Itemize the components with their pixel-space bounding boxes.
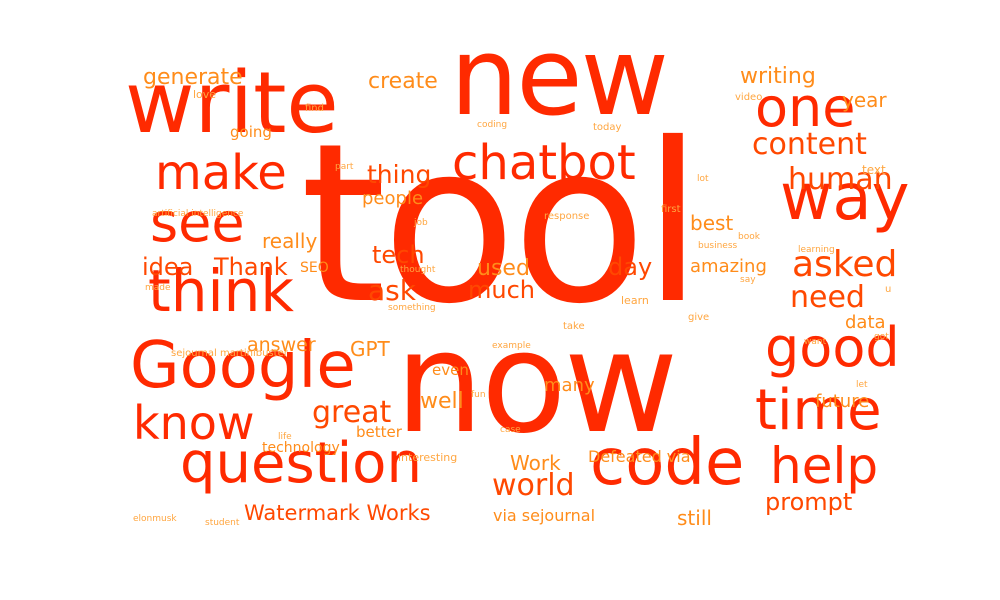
word-seo: SEO	[300, 259, 329, 276]
word-great: great	[312, 395, 392, 431]
word-day: day	[608, 252, 653, 281]
word-part: part	[335, 162, 354, 173]
word-human: human	[788, 162, 893, 198]
word-best: best	[690, 210, 734, 235]
word-love: love	[193, 87, 217, 101]
word-many: many	[544, 375, 595, 397]
word-elonmusk: elonmusk	[133, 514, 177, 525]
word-first: first	[661, 203, 681, 215]
word-now: now	[395, 302, 678, 466]
word-code: code	[590, 425, 745, 500]
word-let: let	[856, 380, 868, 391]
word-people: people	[362, 188, 424, 210]
word-artificial-intelligence: artificial intelligence	[152, 209, 244, 220]
word-find: find	[305, 102, 324, 114]
word-text: text	[862, 163, 886, 178]
word-create: create	[368, 69, 438, 95]
word-u: u	[885, 283, 892, 295]
word-thing: thing	[367, 159, 432, 189]
word-help: help	[770, 437, 879, 495]
word-thank: Thank	[214, 252, 288, 281]
word-good: good	[765, 316, 900, 380]
word-google: Google	[130, 328, 356, 403]
word-well: well	[420, 389, 464, 415]
word-see: see	[150, 191, 245, 255]
word-time: time	[755, 377, 882, 443]
word-book: book	[738, 232, 760, 243]
word-job: job	[414, 218, 428, 229]
word-future: future	[815, 391, 870, 413]
word-really: really	[262, 228, 318, 253]
word-student: student	[205, 518, 240, 529]
word-used: used	[477, 256, 530, 282]
word-question: question	[180, 430, 422, 496]
word-ask: ask	[368, 273, 416, 307]
word-today: today	[593, 121, 622, 133]
word-even: even	[432, 360, 469, 379]
word-gpt: GPT	[350, 336, 390, 361]
word-lot: lot	[697, 174, 709, 185]
word-example: example	[492, 341, 531, 352]
word-life: life	[278, 432, 292, 443]
word-know: know	[133, 395, 255, 450]
word-interesting: interesting	[398, 450, 458, 464]
word-tech: tech	[372, 240, 425, 269]
word-learning: learning	[798, 245, 835, 256]
word-answer: answer	[247, 333, 316, 356]
word-year: year	[842, 87, 887, 112]
word-made: made	[145, 283, 171, 294]
word-got: got	[874, 332, 889, 343]
word-prompt: prompt	[765, 487, 853, 516]
word-response: response	[544, 210, 590, 222]
word-need: need	[790, 280, 865, 316]
word-via-sejournal: via sejournal	[493, 506, 596, 526]
word-fun: fun	[471, 390, 486, 401]
word-one: one	[755, 76, 856, 140]
word-say: say	[740, 275, 756, 286]
word-chatbot: chatbot	[452, 135, 636, 192]
word-generate: generate	[143, 65, 243, 91]
word-tool: tool	[300, 95, 703, 352]
word-data: data	[845, 312, 886, 334]
word-writing: writing	[740, 64, 816, 90]
word-case: case	[500, 425, 521, 436]
word-way: way	[780, 160, 910, 235]
word-idea: idea	[142, 252, 194, 281]
word-think: think	[148, 257, 294, 326]
word-watermark-works: Watermark Works	[244, 501, 431, 526]
word-sejournal-martinibuster: sejournal martinibuster	[171, 347, 288, 359]
word-want: want	[804, 337, 827, 348]
word-still: still	[677, 505, 712, 530]
word-write: write	[125, 54, 339, 154]
word-give: give	[688, 311, 710, 323]
word-work: Work	[510, 450, 561, 475]
word-business: business	[698, 241, 738, 252]
word-learn: learn	[621, 293, 649, 307]
word-amazing: amazing	[690, 256, 767, 278]
word-defeated-via: Defeated via	[588, 447, 691, 467]
word-thought: thought	[400, 265, 436, 276]
word-take: take	[563, 320, 585, 332]
word-better: better	[356, 422, 402, 441]
word-video: video	[735, 91, 763, 103]
word-make: make	[155, 145, 287, 202]
word-coding: coding	[477, 120, 508, 131]
word-going: going	[230, 122, 272, 141]
word-much: much	[468, 275, 535, 304]
word-content: content	[752, 127, 867, 163]
word-something: something	[388, 303, 436, 314]
word-asked: asked	[792, 244, 898, 286]
word-world: world	[492, 468, 575, 504]
word-new: new	[450, 15, 669, 141]
word-technology: technology	[262, 439, 340, 456]
